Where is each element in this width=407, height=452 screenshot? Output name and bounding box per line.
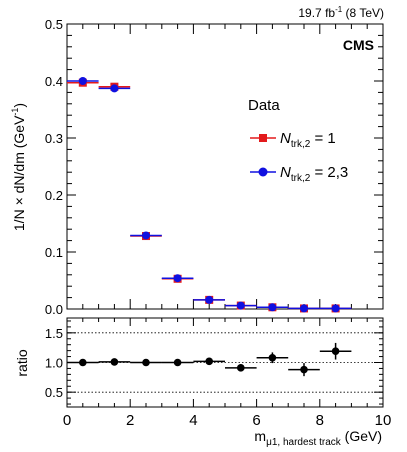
ratio-y-tick-label: 1.5 xyxy=(45,326,63,341)
ratio-point xyxy=(331,347,340,356)
x-tick-label: 0 xyxy=(63,412,71,429)
point-ntrk23 xyxy=(78,77,87,85)
ratio-x-ticks: 0 2 4 6 8 10 xyxy=(63,318,392,429)
lumi-label: 19.7 fb-1 (8 TeV) xyxy=(298,5,384,20)
x-tick-label: 4 xyxy=(189,412,197,429)
ratio-point xyxy=(142,358,150,367)
legend-entry-ntrk1: Ntrk,2 = 1 xyxy=(250,130,336,150)
top-y-tick-label: 0.3 xyxy=(45,131,63,146)
ratio-series xyxy=(67,342,352,377)
point-ntrk23 xyxy=(142,231,150,240)
ratio-point xyxy=(79,358,87,367)
x-tick-label: 10 xyxy=(375,412,392,429)
top-series xyxy=(67,77,352,313)
legend-title: Data xyxy=(248,97,280,114)
point-ntrk23 xyxy=(205,295,214,304)
top-y-ticks: 0.0 0.1 0.2 0.3 0.4 0.5 xyxy=(45,17,383,317)
top-y-tick-label: 0.1 xyxy=(45,245,63,260)
point-ntrk23 xyxy=(236,301,245,310)
top-y-tick-label: 0.0 xyxy=(45,302,63,317)
ratio-y-tick-label: 0.5 xyxy=(45,385,63,400)
ratio-y-tick-label: 1.0 xyxy=(45,356,63,371)
ratio-point xyxy=(237,364,245,372)
top-y-axis-label: 1/N × dN/dm (GeV-1) xyxy=(10,103,27,231)
point-ntrk23 xyxy=(110,84,119,93)
experiment-label: CMS xyxy=(343,37,374,53)
ratio-point xyxy=(205,357,213,366)
point-ntrk23 xyxy=(173,274,182,283)
legend-marker-ntrk1 xyxy=(259,134,267,142)
point-ntrk23 xyxy=(331,304,340,313)
top-y-tick-label: 0.2 xyxy=(45,188,63,203)
legend-marker-ntrk23 xyxy=(258,167,268,177)
x-axis-label: mμ1, hardest track (GeV) xyxy=(254,428,382,448)
top-y-tick-label: 0.4 xyxy=(45,74,63,89)
ratio-y-axis-label: ratio xyxy=(14,349,30,376)
x-tick-label: 6 xyxy=(252,412,260,429)
legend: Data Ntrk,2 = 1 Ntrk,2 = 2,3 xyxy=(248,97,348,184)
ratio-point xyxy=(110,358,119,366)
point-ntrk23 xyxy=(300,304,308,313)
ratio-point xyxy=(268,353,277,362)
legend-entry-ntrk23: Ntrk,2 = 2,3 xyxy=(250,164,348,184)
ratio-point xyxy=(173,358,182,367)
top-y-tick-label: 0.5 xyxy=(45,17,63,32)
point-ntrk23 xyxy=(268,303,277,312)
x-tick-label: 8 xyxy=(316,412,324,429)
x-tick-label: 2 xyxy=(126,412,134,429)
legend-label-ntrk1: Ntrk,2 = 1 xyxy=(280,130,336,150)
legend-label-ntrk23: Ntrk,2 = 2,3 xyxy=(280,164,348,184)
ratio-point xyxy=(300,365,308,374)
